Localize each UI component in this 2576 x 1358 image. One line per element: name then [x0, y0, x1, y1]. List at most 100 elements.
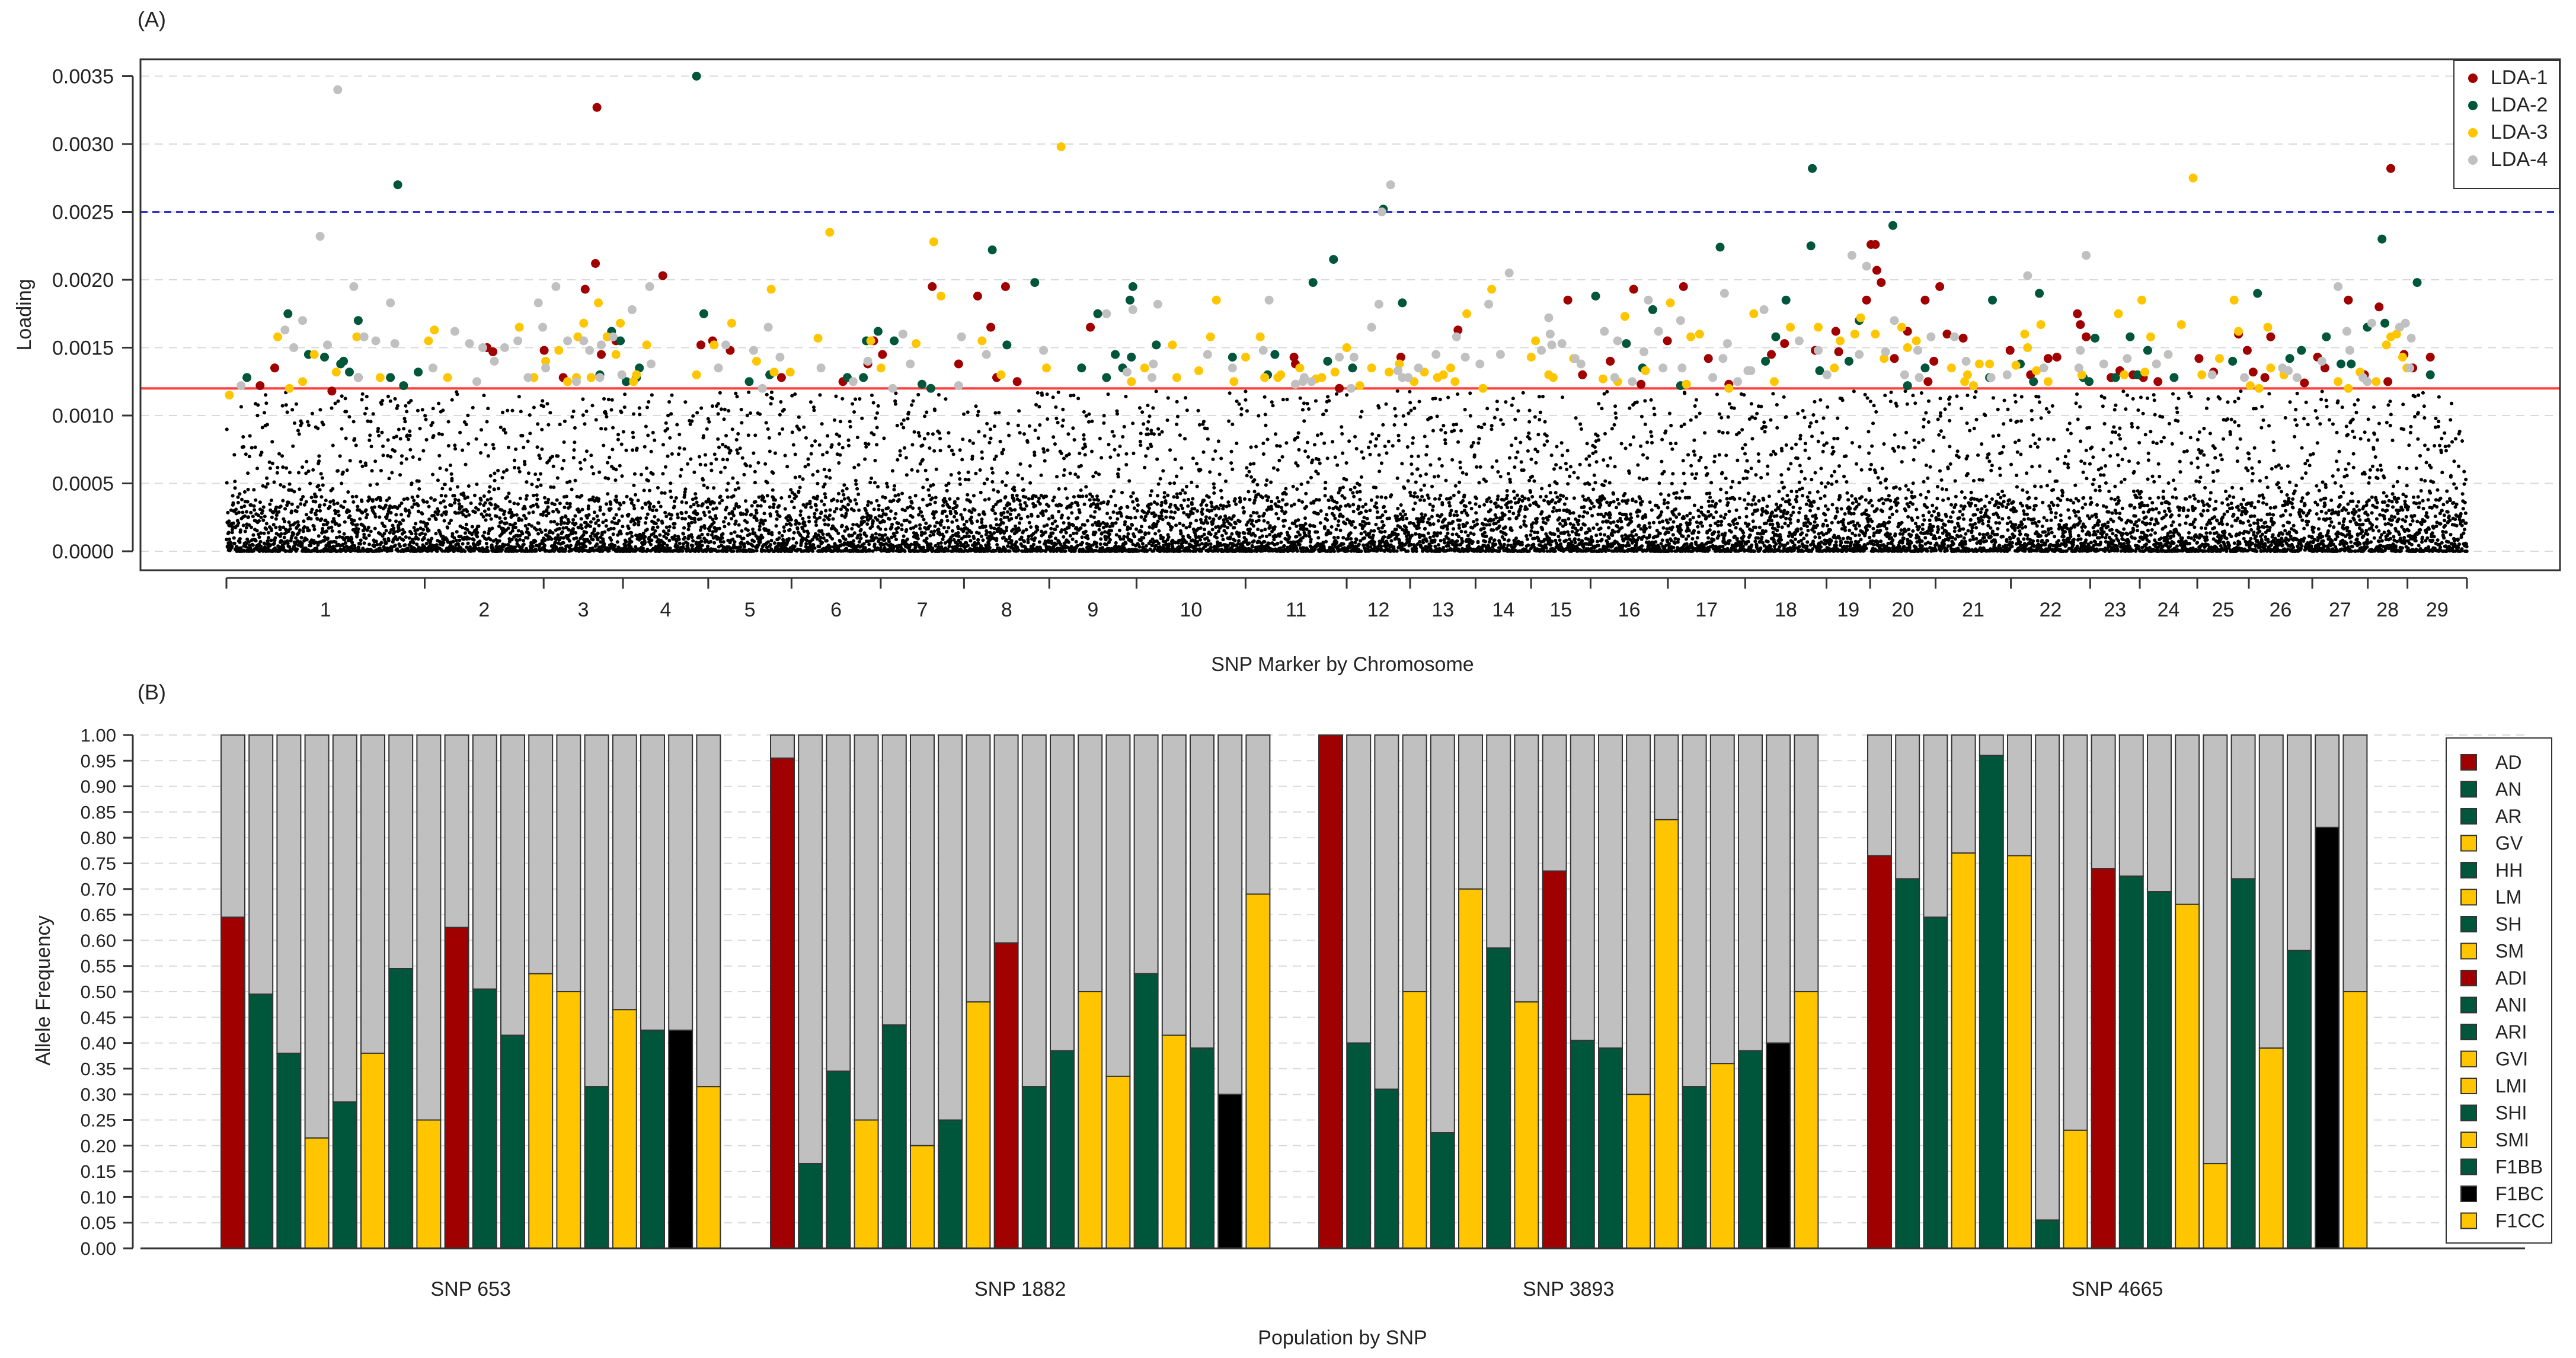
loading-point-lda-3	[2344, 384, 2353, 393]
bar-group-snp-653	[220, 734, 721, 1250]
loading-point-lda-2	[616, 336, 625, 346]
loading-point-lda-2	[2143, 346, 2152, 355]
allele-bar-lmi	[2203, 1163, 2228, 1249]
allele-bar-ari	[1598, 1047, 1623, 1249]
loading-point-lda-4	[906, 359, 915, 369]
loading-point-lda-2	[1002, 340, 1012, 350]
allele-bar-remainder	[1766, 734, 1791, 1044]
loading-point-lda-1	[2386, 164, 2395, 173]
loading-point-lda-4	[465, 339, 474, 349]
legend-swatch-lm	[2460, 889, 2477, 906]
loading-point-lda-4	[1349, 353, 1359, 362]
legend-label-gvi: GVI	[2495, 1049, 2528, 1070]
allele-bar-an	[1895, 878, 1920, 1249]
loading-point-lda-2	[1270, 350, 1280, 359]
allele-bar-adi	[1542, 870, 1567, 1249]
loading-point-lda-1	[1086, 322, 1095, 332]
allele-bar-f1bc	[1217, 1094, 1243, 1249]
loading-point-lda-4	[1307, 377, 1316, 386]
allele-bar-remainder	[1217, 734, 1243, 1095]
loading-point-lda-3	[866, 336, 875, 346]
allele-bar-adi	[444, 926, 469, 1249]
panel-b-label: (B)	[138, 680, 166, 704]
loading-point-lda-3	[813, 334, 823, 343]
allele-bar-shi	[2230, 878, 2256, 1249]
loading-point-lda-1	[1335, 384, 1344, 393]
allele-bar-remainder	[2230, 734, 2256, 880]
allele-bar-remainder	[2175, 734, 2200, 905]
loading-point-lda-3	[2177, 320, 2186, 330]
loading-point-lda-3	[331, 368, 341, 377]
chromosome-label: 12	[1367, 599, 1390, 621]
loading-point-lda-1	[1563, 295, 1573, 305]
loading-point-lda-1	[1001, 282, 1010, 291]
loading-point-lda-4	[608, 332, 618, 341]
loading-point-lda-3	[2140, 368, 2149, 377]
loading-point-lda-3	[1897, 322, 1906, 332]
loading-point-lda-4	[1949, 332, 1959, 341]
loading-point-lda-1	[1780, 339, 1789, 349]
panel-b-y-tick-label: 0.15	[81, 1161, 116, 1182]
allele-bar-remainder	[1161, 734, 1187, 1036]
loading-point-lda-3	[1531, 336, 1541, 346]
loading-point-lda-4	[1900, 370, 1909, 379]
loading-point-lda-4	[1557, 339, 1567, 349]
allele-bar-f1cc	[696, 1086, 721, 1249]
allele-bar-remainder	[1105, 734, 1131, 1077]
loading-point-lda-1	[1012, 377, 1022, 386]
loading-point-lda-1	[255, 381, 265, 391]
allele-bar-f1bc	[2315, 826, 2340, 1249]
allele-bar-sh	[2035, 1219, 2060, 1250]
loading-point-lda-3	[2114, 309, 2123, 318]
loading-point-lda-4	[349, 282, 359, 291]
allele-bar-smi	[1709, 1063, 1735, 1249]
loading-point-lda-4	[2002, 370, 2012, 379]
allele-bar-ani	[2118, 875, 2144, 1249]
panel-b-y-tick-label: 0.40	[81, 1033, 116, 1054]
allele-bar-remainder	[360, 734, 385, 1054]
loading-point-lda-3	[1786, 322, 1795, 332]
allele-bar-sm	[966, 1001, 991, 1249]
loading-point-lda-3	[1548, 373, 1558, 382]
loading-point-lda-3	[285, 384, 294, 393]
loading-point-lda-4	[1600, 327, 1609, 336]
loading-point-lda-4	[1658, 363, 1668, 373]
allele-bar-f1bb	[640, 1029, 665, 1249]
loading-point-lda-4	[1228, 363, 1237, 373]
legend-label-lmi: LMI	[2495, 1075, 2527, 1097]
loading-point-lda-4	[1544, 313, 1554, 322]
allele-bar-smi	[2258, 1047, 2284, 1249]
loading-point-lda-1	[2153, 377, 2163, 386]
loading-point-lda-2	[1844, 356, 1853, 366]
loading-point-lda-4	[1128, 305, 1137, 314]
legend-swatch-ar	[2460, 808, 2477, 825]
loading-point-lda-4	[2334, 282, 2343, 291]
bar-group-snp-3893	[1318, 734, 1819, 1250]
allele-bar-ad	[1867, 855, 1892, 1249]
loading-point-lda-4	[359, 332, 369, 341]
loading-point-lda-3	[1478, 384, 1488, 393]
chromosome-label: 19	[1837, 599, 1859, 621]
allele-bar-remainder	[770, 734, 795, 759]
loading-point-lda-1	[270, 363, 279, 373]
loading-point-lda-2	[1093, 309, 1102, 318]
loading-point-lda-2	[622, 377, 631, 386]
panel-b-y-tick-label: 0.60	[81, 930, 116, 951]
loading-point-lda-2	[1329, 255, 1338, 264]
allele-bar-remainder	[584, 734, 609, 1088]
allele-bar-ad	[220, 916, 245, 1250]
loading-point-lda-4	[1570, 354, 1580, 363]
loading-point-lda-2	[744, 377, 754, 386]
loading-point-lda-4	[2367, 318, 2376, 328]
loading-point-lda-3	[2146, 332, 2155, 341]
loading-point-lda-2	[1806, 241, 1816, 251]
loading-point-lda-3	[443, 373, 452, 382]
allele-bar-remainder	[528, 734, 554, 974]
allele-bar-lm	[360, 1052, 385, 1250]
loading-point-lda-4	[472, 377, 481, 386]
loading-point-lda-3	[1255, 332, 1265, 341]
legend-label-f1cc: F1CC	[2495, 1210, 2545, 1232]
loading-point-lda-1	[928, 282, 937, 291]
loading-point-lda-1	[1704, 354, 1713, 363]
loading-point-lda-4	[386, 298, 395, 308]
